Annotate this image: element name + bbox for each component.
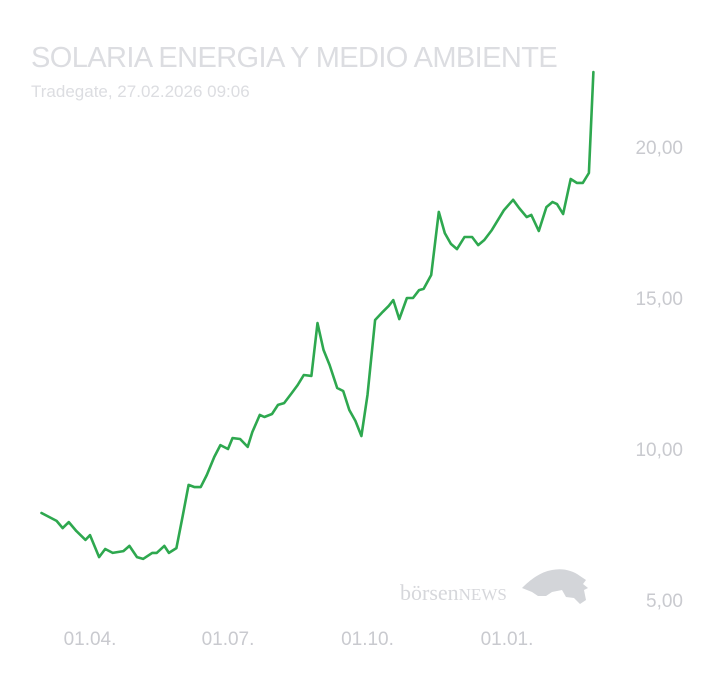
y-tick-label: 20,00: [635, 138, 683, 159]
x-tick-label: 01.01.: [481, 629, 534, 650]
y-axis: 5,00 10,00 15,00 20,00: [635, 138, 683, 612]
x-tick-label: 01.10.: [341, 629, 394, 650]
watermark-text: börsenNEWS: [400, 580, 507, 605]
price-line: [40, 70, 595, 561]
y-tick-label: 5,00: [646, 591, 683, 612]
chart-subtitle: Tradegate, 27.02.2026 09:06: [31, 82, 250, 101]
y-tick-label: 15,00: [635, 289, 683, 310]
y-tick-label: 10,00: [635, 440, 683, 461]
watermark-logo: börsenNEWS: [400, 569, 588, 605]
bull-icon: [522, 569, 588, 604]
x-tick-label: 01.04.: [64, 629, 117, 650]
x-tick-label: 01.07.: [202, 629, 255, 650]
x-axis: 01.04. 01.07. 01.10. 01.01.: [64, 629, 534, 650]
chart-title: SOLARIA ENERGIA Y MEDIO AMBIENTE: [31, 42, 558, 74]
